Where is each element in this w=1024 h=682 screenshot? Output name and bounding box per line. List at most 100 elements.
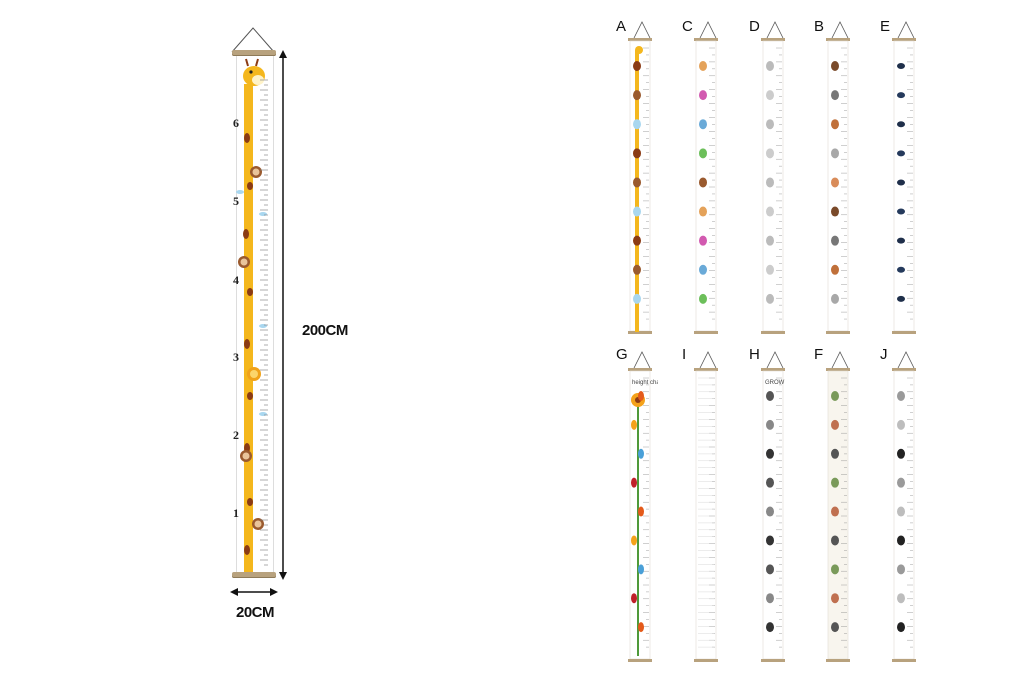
animal-illustration [631, 419, 637, 430]
animal-illustration [766, 593, 774, 604]
animal-illustration [831, 206, 839, 217]
foot-mark-3: 3 [233, 350, 239, 364]
animal-illustration [633, 206, 641, 217]
animal-illustration [831, 61, 839, 71]
foot-mark-2: 2 [233, 428, 239, 442]
bottom-rod [826, 659, 850, 662]
top-rod [694, 38, 718, 41]
animal-illustration [699, 119, 707, 130]
animal-illustration [638, 622, 644, 633]
animal-illustration [897, 622, 905, 633]
animal-illustration [766, 622, 774, 633]
banner-canvas [827, 40, 849, 332]
animal-illustration [897, 391, 905, 401]
ruler-scale [260, 79, 268, 566]
top-rod [628, 368, 652, 371]
animal-illustration [633, 293, 641, 304]
animal-illustration [633, 177, 641, 188]
animal-illustration [897, 506, 905, 517]
animal-illustration [699, 90, 707, 101]
variant-letter-i: I [682, 346, 687, 363]
animal-illustration [633, 61, 641, 71]
foot-mark-5: 5 [233, 194, 239, 208]
animal-illustration [897, 121, 905, 128]
animal-illustration [766, 206, 774, 217]
variant-title: height chart [632, 380, 658, 386]
animal-illustration [766, 477, 774, 488]
top-rod [892, 368, 916, 371]
hanging-string-icon [231, 27, 275, 53]
animal-illustration [831, 90, 839, 101]
animal-illustration [831, 564, 839, 575]
giraffe-head [635, 46, 643, 54]
top-rod [232, 50, 276, 56]
animal-illustration [699, 177, 707, 188]
hanging-string-icon [897, 351, 915, 369]
animal-illustration [766, 506, 774, 517]
animal-illustration [633, 235, 641, 246]
height-dimension-label: 200CM [302, 322, 348, 339]
animal-illustration [897, 564, 905, 575]
animal-illustration [897, 208, 905, 215]
animal-illustration [699, 148, 707, 159]
variant-chart-j [892, 351, 916, 662]
animal-illustration [766, 177, 774, 188]
bottom-rod [694, 331, 718, 334]
animal-illustration [897, 295, 905, 302]
variant-chart-e [892, 21, 916, 334]
hanging-string-icon [897, 21, 915, 39]
bottom-rod [628, 659, 652, 662]
animal-illustration [897, 237, 905, 244]
animal-illustration [831, 119, 839, 130]
animal-illustration [897, 419, 905, 430]
bottom-rod [892, 659, 916, 662]
animal-illustration [831, 593, 839, 604]
top-rod [628, 38, 652, 41]
banner-canvas [827, 370, 849, 660]
top-rod [826, 368, 850, 371]
variant-letter-f: F [814, 346, 824, 363]
variant-letter-c: C [682, 18, 693, 35]
animal-illustration [638, 391, 644, 401]
top-rod [892, 38, 916, 41]
banner-canvas [762, 370, 784, 660]
animal-illustration [897, 593, 905, 604]
animal-illustration [633, 90, 641, 101]
animal-illustration [897, 477, 905, 488]
top-rod [761, 368, 785, 371]
hanging-string-icon [633, 351, 651, 369]
animal-illustration [831, 177, 839, 188]
variant-letter-d: D [749, 18, 760, 35]
bottom-rod [826, 331, 850, 334]
variant-letter-a: A [616, 18, 627, 35]
animal-illustration [897, 63, 905, 69]
bottom-rod [761, 659, 785, 662]
animal-illustration [831, 148, 839, 159]
animal-illustration [699, 206, 707, 217]
banner-canvas [695, 370, 717, 660]
animal-illustration [638, 506, 644, 517]
animal-illustration [631, 535, 637, 546]
banner-canvas [695, 40, 717, 332]
variant-chart-h: GROW [761, 351, 785, 662]
bottom-rod [694, 659, 718, 662]
foot-mark-4: 4 [233, 273, 239, 287]
animal-illustration [831, 391, 839, 401]
animal-illustration [831, 264, 839, 275]
foot-mark-6: 6 [233, 116, 239, 130]
hanging-string-icon [633, 21, 651, 39]
variant-chart-f [826, 351, 850, 662]
variant-title: GROW [765, 380, 785, 386]
variant-letter-h: H [749, 346, 760, 363]
animal-illustration [766, 119, 774, 130]
animal-illustration [766, 535, 774, 546]
animal-illustration [633, 264, 641, 275]
variant-chart-d [761, 21, 785, 334]
variant-chart-a [628, 21, 652, 334]
banner-canvas [236, 56, 274, 572]
top-rod [694, 368, 718, 371]
animal-illustration [766, 148, 774, 159]
animal-illustration [897, 150, 905, 157]
animal-illustration [766, 293, 774, 304]
animal-illustration [638, 564, 644, 575]
